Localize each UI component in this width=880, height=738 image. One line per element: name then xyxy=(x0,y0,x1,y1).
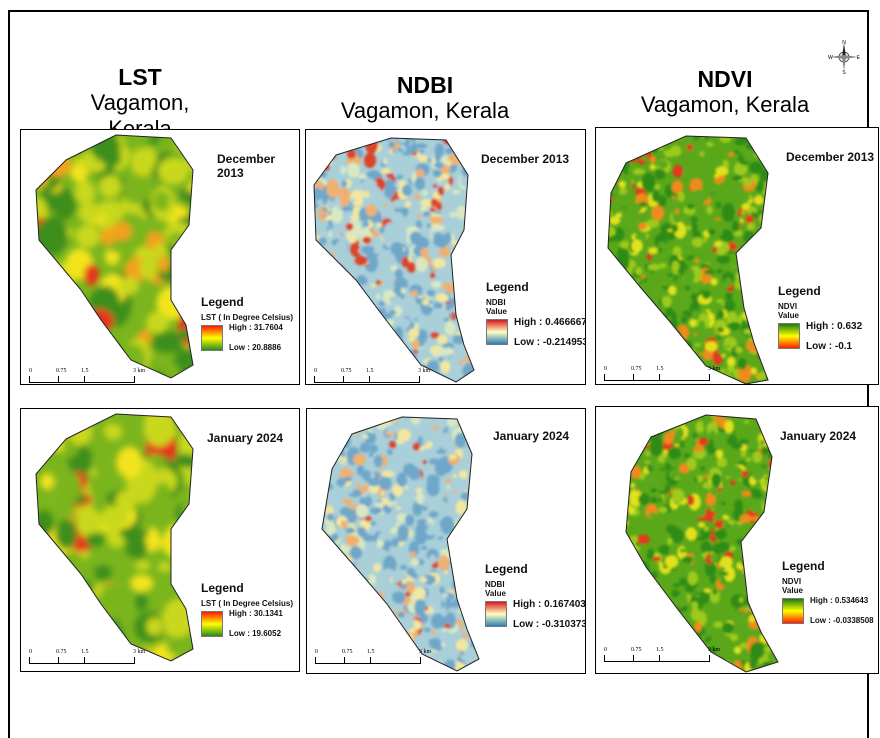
map-panel-ndvi-2024: January 2024 Legend NDVI Value High : 0.5346… xyxy=(595,406,879,674)
column-title-ndbi: NDBI Vagamon, Kerala xyxy=(320,72,530,124)
scale-bar-label: 3 km xyxy=(419,649,432,655)
legend-title: Legend xyxy=(782,559,825,573)
map-legend: Legend LST ( In Degree Celsius) High : 31.… xyxy=(201,295,293,355)
scale-bar-label: 0.75 xyxy=(56,649,67,655)
legend-color-ramp xyxy=(486,319,508,345)
legend-low-value: Low : 19.6052 xyxy=(229,629,282,638)
legend-high-value: High : 31.7604 xyxy=(229,323,283,332)
scale-bar-label: 3 km xyxy=(133,368,146,374)
legend-title: Legend xyxy=(201,295,244,309)
scale-bar-label: 3 km xyxy=(418,368,431,374)
map-date-label: January 2024 xyxy=(493,429,570,443)
scale-bar-label: 1.5 xyxy=(656,366,664,372)
legend-high-value: High : 0.534643 xyxy=(810,596,869,605)
legend-high-value: High : 0.466667 xyxy=(514,317,586,328)
legend-value-label: Value xyxy=(485,589,506,598)
column-location: Vagamon, Kerala xyxy=(640,92,810,117)
map-panel-ndbi-2013: December 2013 Legend NDBI Value High : 0.466… xyxy=(305,129,586,385)
legend-high-value: High : 30.1341 xyxy=(229,609,283,618)
legend-title: Legend xyxy=(486,280,529,294)
legend-title: Legend xyxy=(485,562,528,576)
scale-bar-label: 3 km xyxy=(708,647,721,653)
scale-bar-label: 0 xyxy=(29,368,32,374)
scale-bar-label: 0.75 xyxy=(341,368,352,374)
column-location: Vagamon, Kerala xyxy=(340,98,510,123)
legend-low-value: Low : -0.214953 xyxy=(514,337,586,348)
legend-value-label: Value xyxy=(486,307,507,316)
column-title: NDVI xyxy=(697,66,753,92)
column-title: NDBI xyxy=(396,72,454,98)
map-panel-lst-2024: January 2024 Legend LST ( In Degree Celsiu… xyxy=(20,408,300,672)
legend-high-value: High : 0.632 xyxy=(806,321,863,332)
scale-bar-label: 0 xyxy=(604,366,607,372)
scale-bar-label: 3 km xyxy=(133,649,146,655)
scale-bar-label: 0.75 xyxy=(631,647,642,653)
raster-map-lst-2013 xyxy=(35,134,194,379)
map-date-label: December 2013 xyxy=(481,152,570,166)
legend-low-value: Low : -0.310373 xyxy=(513,619,586,630)
scale-bar-label: 1.5 xyxy=(81,368,89,374)
scale-bar-label: 0 xyxy=(315,649,318,655)
map-date-label: December 2013 xyxy=(786,150,875,164)
legend-title: Legend xyxy=(201,581,244,595)
raster-map-ndbi-2024 xyxy=(321,416,480,672)
legend-color-ramp xyxy=(778,323,800,349)
legend-value-label: Value xyxy=(782,586,803,595)
map-legend: Legend NDBI Value High : 0.167403 Low : -0.3… xyxy=(485,562,585,631)
raster-map-ndvi-2024 xyxy=(625,414,779,673)
scale-bar-label: 1.5 xyxy=(367,649,375,655)
map-panel-ndbi-2024: January 2024 Legend NDBI Value High : 0.1674… xyxy=(306,408,586,674)
scale-bar-label: 0 xyxy=(314,368,317,374)
scale-bar-label: 0.75 xyxy=(342,649,353,655)
raster-map-lst-2024 xyxy=(35,413,194,662)
scale-bar-label: 1.5 xyxy=(656,647,664,653)
scale-bar-label: 3 km xyxy=(708,366,721,372)
legend-value-label: Value xyxy=(778,311,799,320)
map-legend: Legend NDVI Value High : 0.534643 Low : -0.0… xyxy=(782,559,874,628)
scale-bar-label: 0 xyxy=(29,649,32,655)
south-label: S xyxy=(842,70,846,74)
map-date-label: January 2024 xyxy=(207,431,284,445)
map-legend: Legend NDVI Value High : 0.632 Low : -0.1 xyxy=(778,284,862,353)
legend-low-value: Low : -0.0338508 xyxy=(810,616,874,625)
legend-field: LST ( In Degree Celsius) xyxy=(201,599,294,608)
map-date-label: December 2013 xyxy=(217,152,276,180)
scale-bar-label: 0.75 xyxy=(56,368,67,374)
map-panel-ndvi-2013: December 2013 Legend NDVI Value High : 0.632… xyxy=(595,127,879,385)
column-title-ndvi: NDVI Vagamon, Kerala xyxy=(625,66,825,118)
scale-bar-label: 1.5 xyxy=(366,368,374,374)
raster-map-ndvi-2013 xyxy=(607,135,769,384)
legend-color-ramp xyxy=(782,598,804,624)
map-date-label: January 2024 xyxy=(780,429,857,443)
map-legend: Legend LST ( In Degree Celsius) High : 30.… xyxy=(201,581,293,641)
legend-field: NDVI xyxy=(782,577,802,586)
map-legend: Legend NDBI Value High : 0.466667 Low : -0.2… xyxy=(486,280,585,349)
legend-field: NDVI xyxy=(778,302,798,311)
legend-high-value: High : 0.167403 xyxy=(513,599,586,610)
legend-color-ramp xyxy=(485,601,507,627)
legend-low-value: Low : -0.1 xyxy=(806,341,853,352)
legend-field: NDBI xyxy=(486,298,506,307)
legend-field: NDBI xyxy=(485,580,505,589)
legend-low-value: Low : 20.8886 xyxy=(229,343,282,352)
east-label: E xyxy=(857,55,861,61)
legend-field: LST ( In Degree Celsius) xyxy=(201,313,294,322)
west-label: W xyxy=(828,55,833,61)
map-panel-lst-2013: December 2013 Legend LST ( In Degree Celsi… xyxy=(20,129,300,385)
scale-bar-label: 0 xyxy=(604,647,607,653)
north-label: N xyxy=(842,40,846,46)
legend-color-ramp xyxy=(201,611,223,637)
raster-map-ndbi-2013 xyxy=(313,137,475,383)
column-title: LST xyxy=(118,64,162,90)
legend-title: Legend xyxy=(778,284,821,298)
scale-bar-label: 1.5 xyxy=(81,649,89,655)
north-arrow-icon: N E S W xyxy=(828,40,861,74)
scale-bar-label: 0.75 xyxy=(631,366,642,372)
legend-color-ramp xyxy=(201,325,223,351)
